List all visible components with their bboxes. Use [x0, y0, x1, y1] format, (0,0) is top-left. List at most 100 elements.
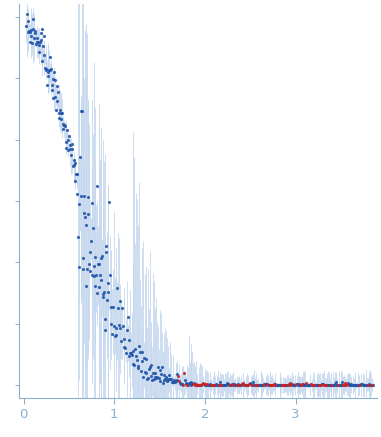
Point: [305, 382, 311, 389]
Point: [360, 382, 367, 388]
Point: [185, 382, 191, 388]
Point: [55, 89, 61, 96]
Point: [369, 382, 375, 388]
Point: [247, 380, 253, 387]
Point: [250, 378, 256, 385]
Point: [189, 380, 195, 387]
Point: [353, 381, 359, 388]
Point: [186, 380, 192, 387]
Point: [129, 351, 135, 358]
Point: [172, 379, 178, 386]
Point: [365, 382, 371, 388]
Point: [330, 382, 336, 388]
Point: [324, 381, 330, 388]
Point: [366, 381, 372, 388]
Point: [181, 370, 187, 377]
Point: [347, 382, 353, 388]
Point: [79, 107, 85, 114]
Point: [228, 382, 234, 388]
Point: [280, 382, 286, 389]
Point: [236, 382, 242, 388]
Point: [319, 380, 325, 387]
Point: [209, 381, 215, 388]
Point: [155, 364, 161, 371]
Point: [288, 382, 294, 388]
Point: [307, 381, 313, 388]
Point: [106, 198, 112, 205]
Point: [109, 331, 115, 338]
Point: [63, 139, 69, 146]
Point: [178, 380, 184, 387]
Point: [336, 382, 342, 388]
Point: [48, 65, 54, 72]
Point: [262, 382, 268, 389]
Point: [264, 381, 270, 388]
Point: [42, 64, 48, 71]
Point: [107, 304, 114, 311]
Point: [154, 373, 160, 380]
Point: [135, 362, 141, 369]
Point: [88, 238, 94, 245]
Point: [266, 382, 272, 388]
Point: [258, 382, 264, 388]
Point: [160, 377, 166, 384]
Point: [28, 32, 34, 39]
Point: [295, 380, 301, 387]
Point: [38, 37, 44, 44]
Point: [180, 381, 186, 388]
Point: [30, 16, 37, 23]
Point: [45, 69, 51, 76]
Point: [226, 380, 232, 387]
Point: [40, 42, 46, 49]
Point: [325, 382, 331, 388]
Point: [235, 381, 242, 388]
Point: [222, 382, 228, 388]
Point: [112, 333, 118, 340]
Point: [338, 382, 344, 388]
Point: [122, 336, 128, 343]
Point: [57, 107, 63, 114]
Point: [86, 249, 93, 256]
Point: [231, 380, 237, 387]
Point: [199, 381, 205, 388]
Point: [314, 381, 320, 388]
Point: [24, 10, 30, 17]
Point: [286, 382, 292, 388]
Point: [78, 193, 84, 200]
Point: [244, 382, 250, 389]
Point: [217, 379, 223, 386]
Point: [317, 381, 323, 388]
Point: [137, 349, 143, 356]
Point: [23, 23, 29, 30]
Point: [352, 382, 358, 388]
Point: [299, 382, 306, 388]
Point: [91, 263, 97, 270]
Point: [159, 364, 165, 371]
Point: [315, 382, 321, 389]
Point: [342, 379, 348, 386]
Point: [309, 382, 315, 388]
Point: [152, 370, 158, 377]
Point: [240, 379, 247, 386]
Point: [328, 382, 334, 388]
Point: [245, 382, 251, 388]
Point: [72, 178, 78, 185]
Point: [268, 382, 274, 389]
Point: [234, 382, 240, 389]
Point: [354, 382, 360, 388]
Point: [208, 382, 214, 389]
Point: [182, 376, 188, 383]
Point: [340, 382, 346, 388]
Point: [45, 73, 51, 80]
Point: [263, 381, 269, 388]
Point: [231, 382, 237, 389]
Point: [92, 254, 98, 261]
Point: [182, 379, 189, 386]
Point: [304, 381, 311, 388]
Point: [163, 374, 169, 381]
Point: [253, 382, 259, 389]
Point: [41, 51, 47, 58]
Point: [72, 160, 78, 167]
Point: [126, 336, 133, 343]
Point: [190, 381, 196, 388]
